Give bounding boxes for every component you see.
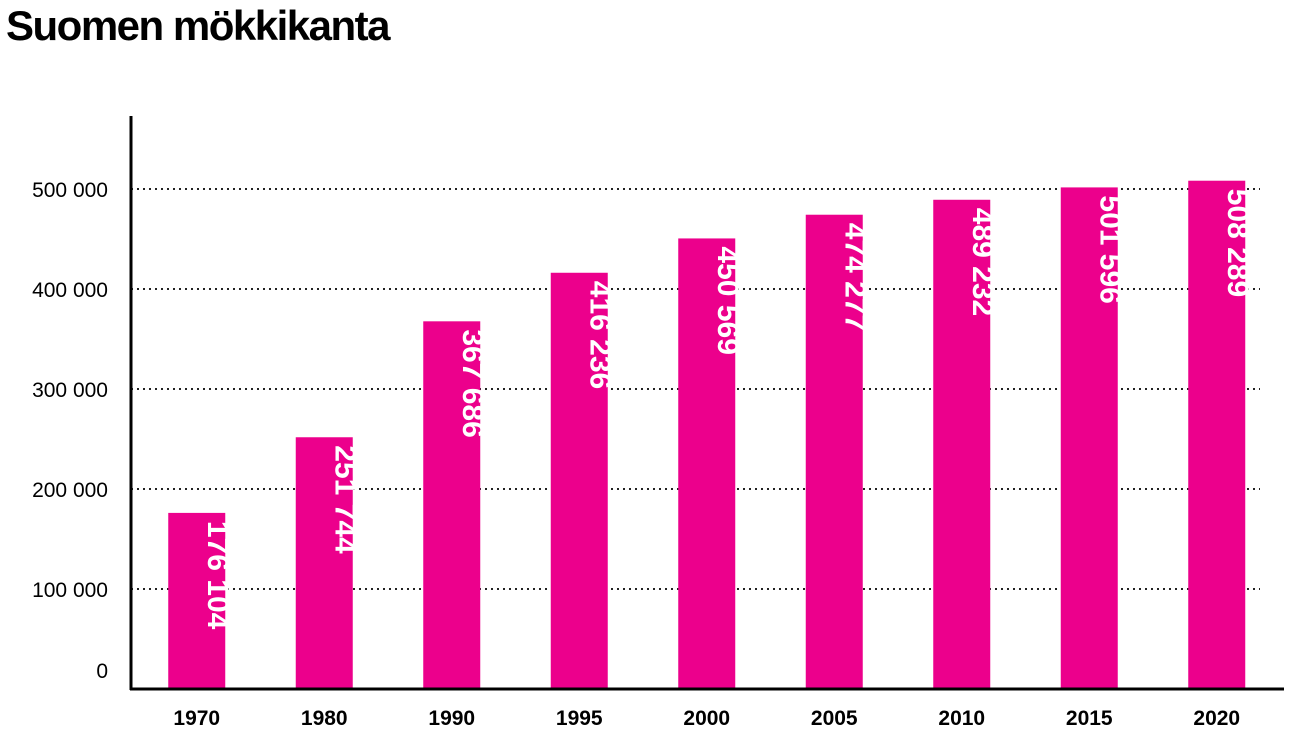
x-tick-label: 1970 xyxy=(173,707,220,730)
bar-value-label: 450 569 xyxy=(711,246,744,354)
x-tick-label: 2015 xyxy=(1066,707,1113,730)
bar-value-label: 501 596 xyxy=(1093,195,1126,303)
y-tick-label: 500 000 xyxy=(32,179,108,202)
y-tick-label: 300 000 xyxy=(32,379,108,402)
x-tick-label: 1995 xyxy=(556,707,603,730)
y-tick-label: 100 000 xyxy=(32,579,108,602)
bar xyxy=(933,199,991,689)
bar xyxy=(678,238,736,689)
x-tick-label: 2000 xyxy=(683,707,730,730)
bar-value-label: 416 236 xyxy=(583,281,616,389)
chart-title: Suomen mökkikanta xyxy=(6,2,390,49)
bar xyxy=(805,214,863,689)
bars: 176 104 251 744 367 686 416 236 450 569 474 2… xyxy=(168,180,1254,690)
x-tick-label: 2020 xyxy=(1193,707,1240,730)
y-tick-label: 200 000 xyxy=(32,479,108,502)
x-tick-label: 2005 xyxy=(811,707,858,730)
bar-value-label: 474 277 xyxy=(838,223,871,331)
bar xyxy=(423,321,481,689)
bar-value-label: 251 744 xyxy=(328,445,361,554)
x-tick-label: 1980 xyxy=(301,707,348,730)
y-axis-ticks: 0 100 000 200 000 300 000 400 000 500 000 xyxy=(32,179,108,683)
bar-value-label: 508 289 xyxy=(1221,189,1254,297)
x-axis-ticks: 1970 1980 1990 1995 2000 2005 2010 2015 2020 xyxy=(173,707,1240,730)
x-tick-label: 1990 xyxy=(428,707,475,730)
y-tick-label: 0 xyxy=(96,660,108,683)
bar xyxy=(1060,187,1118,690)
bar xyxy=(295,437,353,689)
bar xyxy=(168,512,226,689)
bar xyxy=(1188,180,1246,689)
bar-value-label: 489 232 xyxy=(966,208,999,316)
bar-value-label: 176 104 xyxy=(201,521,234,630)
x-tick-label: 2010 xyxy=(938,707,985,730)
bar-value-label: 367 686 xyxy=(456,329,489,437)
bar xyxy=(550,272,608,689)
y-tick-label: 400 000 xyxy=(32,279,108,302)
